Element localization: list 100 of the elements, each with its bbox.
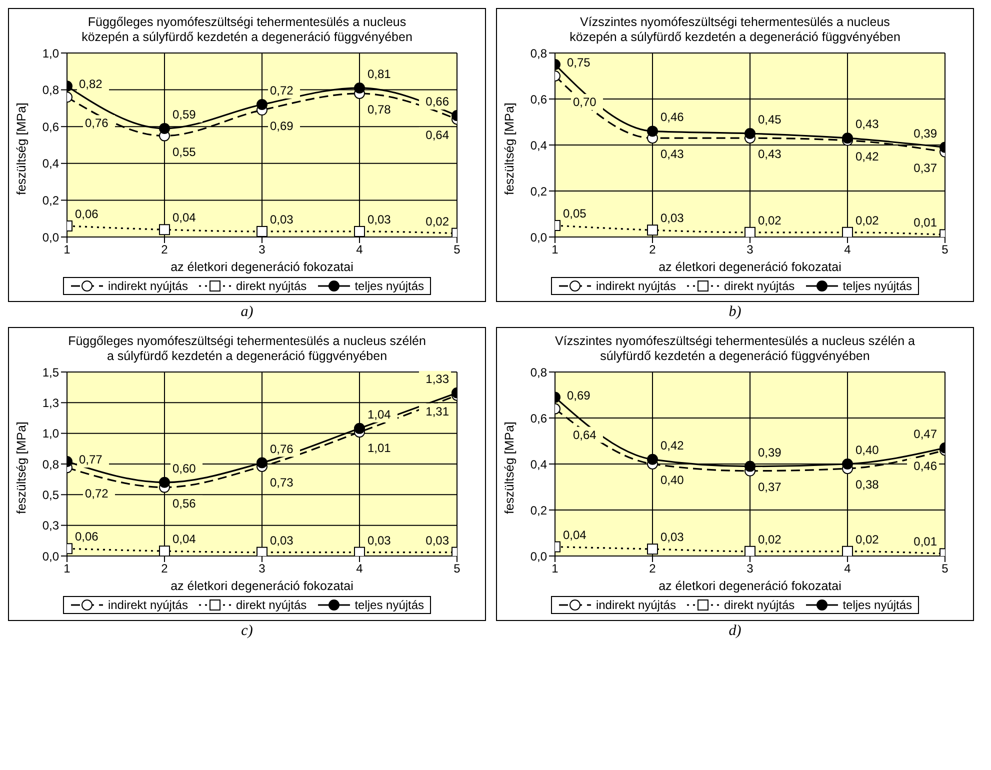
point [256, 546, 268, 556]
data-label: 0,81 [368, 66, 392, 81]
data-label: 0,05 [563, 206, 587, 220]
point [744, 460, 756, 472]
data-label: 0,40 [856, 443, 880, 457]
point [647, 126, 658, 137]
point [842, 546, 853, 556]
point [647, 224, 658, 236]
data-label: 0,04 [563, 528, 587, 542]
data-label: 1,01 [368, 441, 392, 456]
data-label: 0,06 [75, 206, 99, 221]
data-label: 0,37 [758, 480, 782, 494]
x-tick-label: 5 [454, 562, 461, 576]
data-label: 0,02 [758, 213, 782, 228]
y-tick-label: 0,5 [42, 488, 60, 502]
x-tick-label: 4 [844, 242, 852, 257]
data-label: 0,59 [172, 107, 196, 122]
legend-label: direkt nyújtás [236, 279, 307, 293]
data-label: 0,56 [172, 496, 196, 510]
point [647, 544, 658, 555]
data-label: 0,75 [567, 56, 591, 70]
x-tick-label: 2 [649, 562, 656, 576]
data-label: 0,47 [914, 426, 938, 441]
y-axis-title: feszültség [MPa] [14, 102, 28, 195]
data-label: 0,39 [758, 445, 782, 460]
y-tick-label: 0,2 [530, 503, 548, 518]
data-label: 0,64 [573, 428, 597, 442]
data-label: 0,37 [914, 160, 938, 175]
y-tick-label: 0,4 [530, 138, 548, 152]
legend-label: teljes nyújtás [354, 279, 424, 293]
legend-label: direkt nyújtás [236, 598, 307, 612]
data-label: 0,64 [426, 128, 450, 142]
x-axis-title: az életkori degeneráció fokozatai [658, 579, 842, 593]
data-label: 0,03 [426, 533, 450, 548]
data-label: 0,03 [660, 530, 684, 544]
point [744, 546, 756, 556]
y-tick-label: 0,0 [530, 230, 548, 244]
x-tick-label: 1 [552, 562, 559, 576]
legend-label: indirekt nyújtás [596, 279, 676, 293]
y-tick-label: 0,2 [42, 193, 60, 208]
y-tick-label: 0,0 [42, 549, 60, 564]
x-tick-label: 4 [844, 562, 852, 576]
y-tick-label: 0,4 [42, 156, 60, 171]
data-label: 0,42 [660, 438, 684, 452]
x-tick-label: 5 [454, 242, 461, 257]
data-label: 0,03 [368, 212, 392, 226]
data-label: 0,02 [856, 213, 880, 228]
x-tick-label: 5 [942, 242, 949, 257]
text: c) [240, 623, 254, 640]
text: a) [240, 304, 254, 321]
point [354, 226, 365, 237]
data-label: 0,01 [914, 216, 938, 230]
legend-label: teljes nyújtás [842, 598, 912, 612]
point [159, 546, 170, 556]
chart-title: Vízszintes nyomófeszültségi tehermentesülés a nucleus szélén a súlyfürdő kezdetén a degeneráció függvényében [555, 334, 915, 364]
point [256, 99, 268, 110]
point [354, 82, 365, 94]
x-tick-label: 5 [942, 562, 949, 576]
legend-label: indirekt nyújtás [108, 598, 188, 612]
data-label: 0,43 [660, 147, 684, 162]
data-label: 0,82 [79, 77, 103, 92]
x-tick-label: 2 [161, 562, 168, 576]
x-tick-label: 3 [258, 242, 266, 257]
data-label: 0,55 [172, 144, 196, 159]
data-label: 0,76 [270, 442, 294, 456]
data-label: 0,60 [172, 461, 196, 476]
y-tick-label: 0,4 [530, 457, 548, 472]
x-axis-title: az életkori degeneráció fokozatai [658, 260, 842, 274]
x-tick-label: 3 [746, 562, 754, 576]
data-label: 0,42 [856, 149, 880, 164]
y-tick-label: 0,8 [530, 365, 548, 380]
y-tick-label: 0,2 [530, 184, 548, 198]
text: b) [728, 304, 742, 321]
data-label: 0,38 [856, 478, 880, 492]
y-tick-label: 1,5 [42, 365, 60, 380]
text: d) [728, 623, 742, 640]
data-label: 1,31 [426, 404, 450, 418]
data-label: 0,46 [914, 459, 938, 474]
y-tick-label: 0,6 [530, 411, 548, 426]
data-label: 0,04 [172, 210, 196, 225]
data-label: 0,73 [270, 475, 294, 490]
data-label: 0,70 [573, 95, 597, 109]
data-label: 0,03 [660, 211, 684, 226]
data-label: 0,02 [426, 214, 450, 228]
data-label: 0,76 [85, 116, 109, 130]
x-tick-label: 4 [356, 562, 364, 576]
data-label: 0,02 [758, 532, 782, 546]
data-label: 0,03 [270, 533, 294, 548]
point [354, 422, 365, 434]
legend-label: teljes nyújtás [842, 279, 912, 293]
chart-title: Függőleges nyomófeszültségi tehermentesülés a nucleus közepén a súlyfürdő kezdetén a degeneráció függvényében [80, 15, 414, 45]
point [744, 128, 756, 139]
y-tick-label: 0,8 [42, 83, 60, 98]
y-tick-label: 0,0 [42, 230, 60, 244]
x-tick-label: 1 [552, 242, 559, 257]
x-axis-title: az életkori degeneráció fokozatai [170, 260, 354, 274]
data-label: 0,66 [426, 94, 450, 109]
data-label: 1,04 [368, 407, 392, 422]
y-tick-label: 0,3 [42, 518, 60, 533]
data-label: 0,04 [172, 532, 196, 546]
